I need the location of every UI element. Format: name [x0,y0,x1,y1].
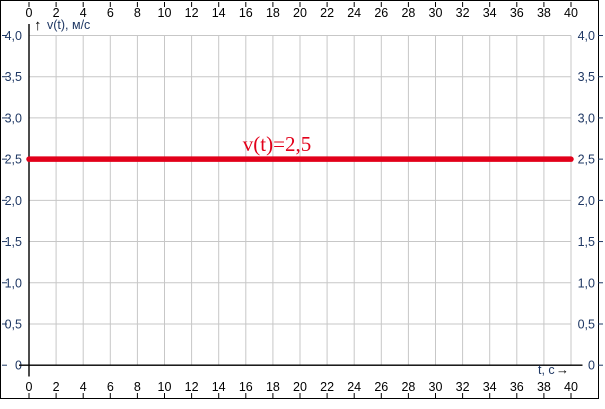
svg-text:34: 34 [483,380,497,394]
svg-text:24: 24 [347,6,361,20]
svg-text:2,5: 2,5 [578,153,595,167]
svg-text:26: 26 [374,6,388,20]
svg-text:40: 40 [564,6,578,20]
svg-text:8: 8 [134,380,141,394]
svg-text:0,5: 0,5 [578,317,595,331]
svg-text:22: 22 [320,380,334,394]
svg-text:v(t)=2,5: v(t)=2,5 [243,132,311,156]
svg-text:34: 34 [483,6,497,20]
svg-text:0: 0 [588,359,595,373]
svg-text:32: 32 [456,6,470,20]
svg-text:28: 28 [401,6,415,20]
svg-text:2: 2 [53,380,60,394]
svg-text:18: 18 [266,6,280,20]
svg-text:38: 38 [537,380,551,394]
svg-text:3,0: 3,0 [578,111,595,125]
svg-text:38: 38 [537,6,551,20]
svg-text:36: 36 [510,380,524,394]
svg-text:22: 22 [320,6,334,20]
svg-text:28: 28 [401,380,415,394]
svg-text:3,5: 3,5 [578,70,595,84]
svg-text:26: 26 [374,380,388,394]
svg-text:6: 6 [107,6,114,20]
svg-text:0: 0 [26,380,33,394]
svg-text:0,5: 0,5 [5,317,22,331]
svg-text:30: 30 [429,380,443,394]
svg-text:2,5: 2,5 [5,153,22,167]
svg-text:18: 18 [266,380,280,394]
svg-text:36: 36 [510,6,524,20]
svg-text:6: 6 [107,380,114,394]
svg-text:3,0: 3,0 [5,111,22,125]
svg-text:4,0: 4,0 [578,29,595,43]
svg-text:20: 20 [293,6,307,20]
svg-text:30: 30 [429,6,443,20]
svg-text:16: 16 [239,6,253,20]
svg-text:14: 14 [212,6,226,20]
svg-text:↑: ↑ [34,17,42,34]
svg-text:12: 12 [185,6,199,20]
svg-text:40: 40 [564,380,578,394]
svg-text:1,5: 1,5 [5,235,22,249]
svg-text:1,0: 1,0 [5,276,22,290]
svg-text:24: 24 [347,380,361,394]
svg-text:2,0: 2,0 [578,194,595,208]
svg-text:14: 14 [212,380,226,394]
svg-text:2,0: 2,0 [5,194,22,208]
svg-text:10: 10 [158,6,172,20]
svg-text:12: 12 [185,380,199,394]
svg-text:8: 8 [134,6,141,20]
svg-text:0: 0 [26,6,33,20]
svg-text:4: 4 [80,380,87,394]
svg-text:10: 10 [158,380,172,394]
svg-text:t, с: t, с [538,363,555,377]
svg-text:16: 16 [239,380,253,394]
svg-text:20: 20 [293,380,307,394]
svg-text:4,0: 4,0 [5,29,22,43]
svg-text:32: 32 [456,380,470,394]
svg-text:1,0: 1,0 [578,276,595,290]
svg-text:3,5: 3,5 [5,70,22,84]
svg-text:1,5: 1,5 [578,235,595,249]
svg-text:v(t), м/с: v(t), м/с [47,18,90,32]
svg-text:→: → [556,362,569,377]
